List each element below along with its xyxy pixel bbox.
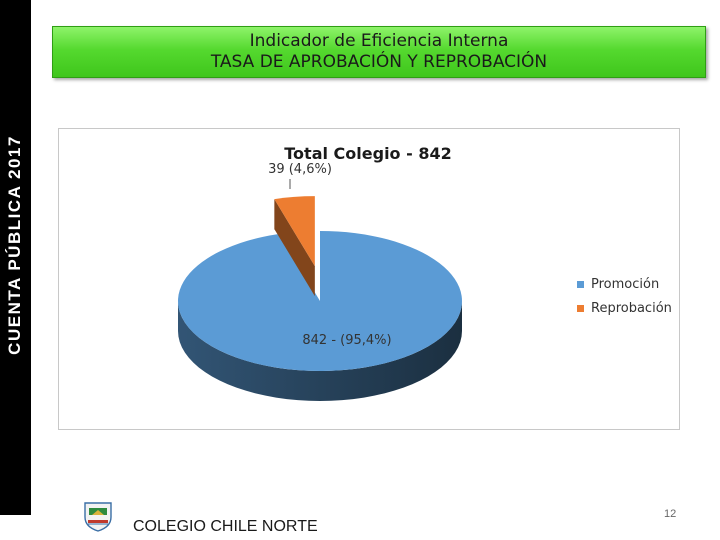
pie-slice-side bbox=[274, 199, 315, 297]
legend-entry-0: Promoción bbox=[591, 277, 659, 292]
chart-area: Total Colegio - 842 842 - (95,4%) 39 (4,6… bbox=[58, 128, 680, 430]
sidebar-title: CUENTA PÚBLICA 2017 bbox=[5, 135, 24, 355]
page-number: 12 bbox=[664, 508, 677, 520]
slide-header: Indicador de Eficiencia Interna TASA DE … bbox=[52, 26, 706, 78]
pie-slice-reprobacion bbox=[274, 196, 315, 297]
legend-entry-1: Reprobación bbox=[591, 301, 672, 316]
chart-title: Total Colegio - 842 bbox=[284, 144, 451, 163]
data-label-1: 39 (4,6%) bbox=[268, 162, 332, 177]
school-name: COLEGIO CHILE NORTE bbox=[133, 518, 318, 535]
pie-slice-rim bbox=[178, 301, 462, 401]
legend-swatch-1 bbox=[577, 305, 584, 312]
header-line-1: Indicador de Eficiencia Interna bbox=[249, 31, 509, 51]
school-crest-icon bbox=[84, 502, 112, 532]
legend-swatch-0 bbox=[577, 281, 584, 288]
pie-chart: Total Colegio - 842 842 - (95,4%) 39 (4,6… bbox=[178, 144, 672, 401]
pie-slice-top bbox=[178, 231, 463, 371]
sidebar-banner: CUENTA PÚBLICA 2017 bbox=[0, 0, 31, 515]
pie-slice-promocion bbox=[178, 231, 463, 401]
data-label-0: 842 - (95,4%) bbox=[302, 333, 391, 348]
pie-slice-top bbox=[274, 196, 315, 267]
header-line-2: TASA DE APROBACIÓN Y REPROBACIÓN bbox=[210, 52, 548, 72]
